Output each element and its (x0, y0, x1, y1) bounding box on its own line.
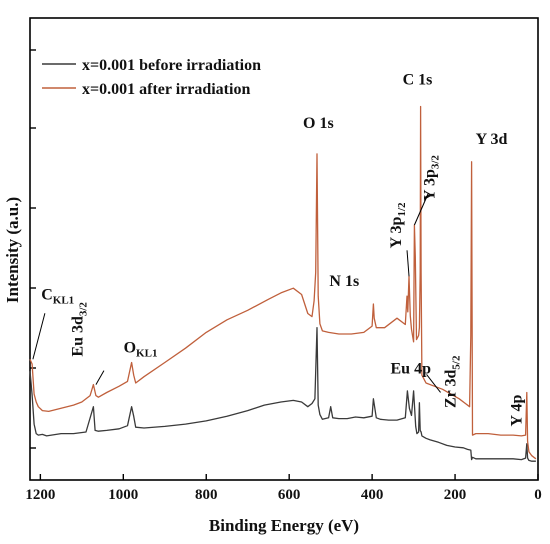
peak-label-zr3d: Zr 3d5/2 (442, 355, 462, 408)
x-tick-label: 400 (361, 487, 384, 503)
legend-label-before: x=0.001 before irradiation (82, 57, 261, 74)
y-axis-title: Intensity (a.u.) (3, 197, 22, 303)
plot-frame (29, 17, 539, 481)
leader-eu3d (95, 370, 105, 385)
legend: x=0.001 before irradiation x=0.001 after… (42, 57, 261, 98)
peak-label-y3p12: Y 3p1/2 (388, 202, 408, 248)
leader-eu4p (426, 374, 441, 393)
peak-label-n1s: N 1s (329, 273, 359, 290)
leader-y3p12 (406, 250, 410, 277)
leader-ckl1 (32, 313, 46, 360)
series-line-after (29, 105, 537, 460)
x-tick-label: 0 (534, 487, 542, 503)
x-tick-label: 1200 (25, 487, 55, 503)
x-axis: 1200 1000 800 600 400 200 0 (25, 474, 542, 503)
peak-label-o1s: O 1s (303, 115, 334, 132)
peak-label-y3p32: Y 3p3/2 (421, 155, 441, 201)
peak-label-eu4p: Eu 4p (391, 361, 432, 378)
x-tick-label: 1000 (108, 487, 138, 503)
peak-label-eu3d: Eu 3d3/2 (69, 302, 89, 357)
leader-y3p32 (413, 192, 429, 226)
legend-label-after: x=0.001 after irradiation (82, 81, 250, 98)
peak-label-y4p: Y 4p (509, 395, 526, 427)
x-axis-title: Binding Energy (eV) (209, 516, 359, 535)
series-line-before (29, 327, 536, 462)
peak-label-c1s: C 1s (403, 72, 433, 89)
peak-label-y3d: Y 3d (476, 131, 508, 148)
peak-label-ckl1: CKL1 (41, 286, 74, 306)
x-tick-label: 600 (278, 487, 301, 503)
peak-label-okl1: OKL1 (124, 340, 158, 360)
x-tick-label: 800 (195, 487, 218, 503)
x-tick-label: 200 (444, 487, 467, 503)
series-layer (29, 105, 537, 462)
